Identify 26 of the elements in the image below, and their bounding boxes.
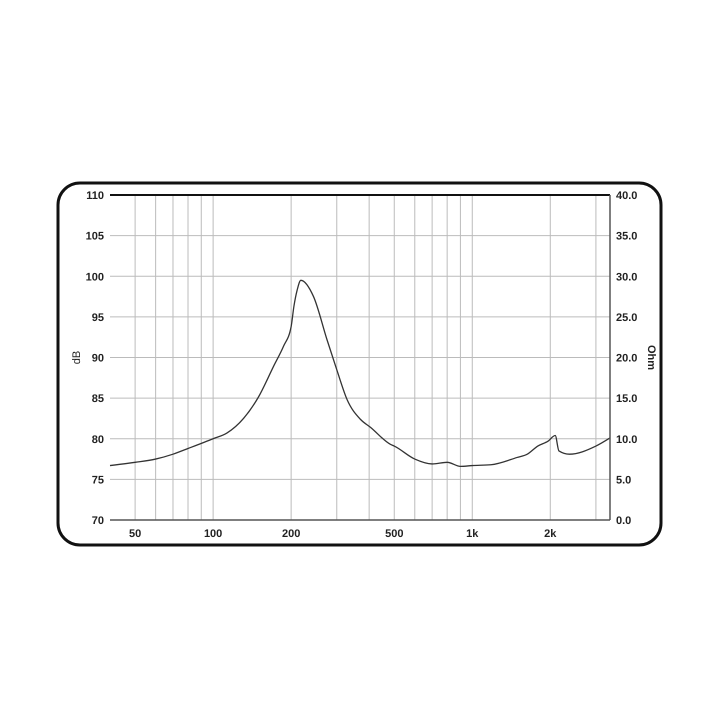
- y-tick-label: 110: [86, 190, 104, 202]
- y-tick-label: 95: [92, 312, 104, 324]
- x-tick-label: 200: [282, 528, 300, 540]
- y-tick-label: 85: [92, 393, 104, 406]
- y2-tick-label: 30.0: [616, 271, 638, 284]
- x-tick-label: 50: [128, 528, 142, 540]
- x-tick-label: 1k: [466, 528, 480, 540]
- y-tick-label: 75: [92, 474, 104, 486]
- x-tick-label: 2k: [544, 528, 558, 540]
- y2-tick-label: 40.0: [616, 190, 638, 202]
- y-tick-label: 70: [92, 515, 104, 527]
- y-tick-label: 100: [86, 271, 104, 284]
- y-tick-label: 80: [92, 434, 104, 446]
- y2-tick-label: 20.0: [616, 352, 638, 364]
- x-tick-label: 100: [204, 528, 222, 540]
- y-axis-title: dB: [71, 350, 83, 364]
- y2-tick-label: 0.0: [616, 515, 632, 527]
- y2-tick-label: 15.0: [616, 393, 638, 406]
- y2-tick-label: 25.0: [616, 312, 638, 324]
- y2-axis-title: Ohm: [645, 344, 657, 370]
- y2-tick-label: 35.0: [616, 230, 638, 243]
- y2-tick-label: 10.0: [616, 434, 638, 446]
- y-tick-label: 90: [92, 352, 104, 364]
- x-tick-label: 500: [385, 528, 404, 540]
- y-tick-label: 105: [86, 230, 104, 243]
- y2-tick-label: 5.0: [616, 474, 632, 486]
